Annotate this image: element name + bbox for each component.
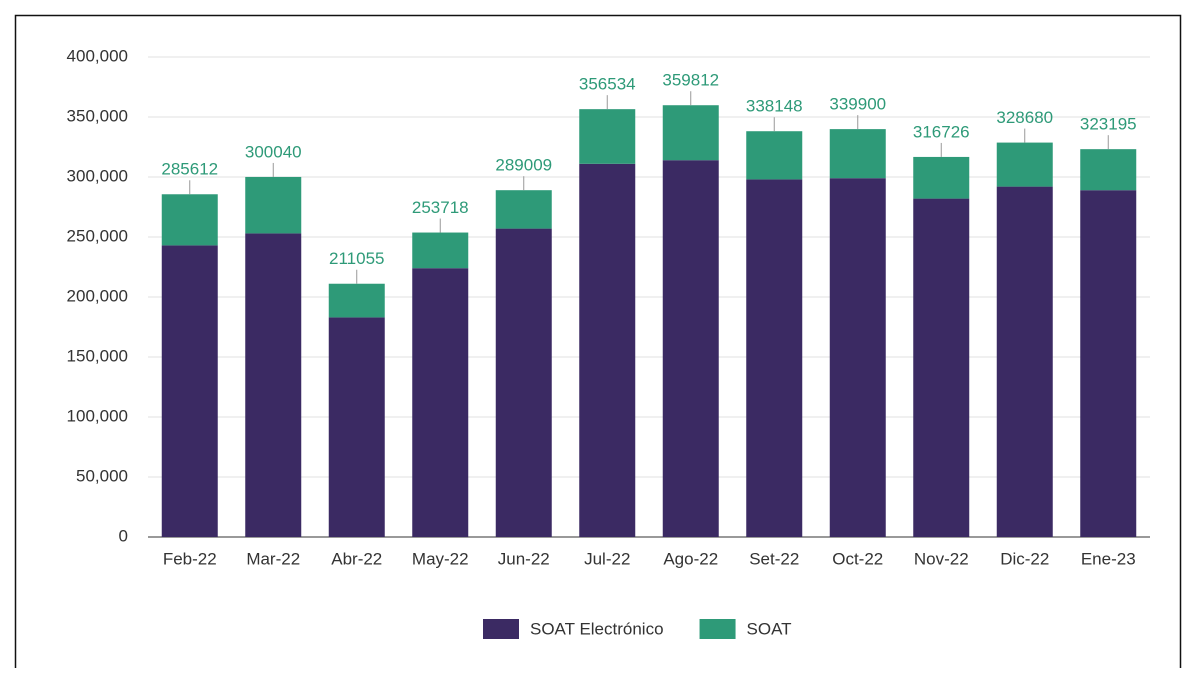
bar-segment bbox=[495, 190, 552, 229]
bar-segment bbox=[412, 232, 469, 269]
y-tick-label: 200,000 bbox=[67, 286, 128, 305]
bar-segment bbox=[245, 233, 302, 537]
y-tick-label: 50,000 bbox=[76, 466, 128, 485]
legend-swatch bbox=[699, 619, 736, 639]
total-label: 253718 bbox=[412, 198, 469, 217]
x-tick-label: Abr-22 bbox=[331, 549, 382, 568]
bar-segment bbox=[161, 194, 218, 246]
x-tick-label: May-22 bbox=[412, 549, 469, 568]
total-label: 316726 bbox=[913, 122, 970, 141]
bar-segment bbox=[829, 129, 886, 179]
bar-segment bbox=[495, 228, 552, 537]
total-label: 359812 bbox=[662, 71, 719, 90]
y-tick-label: 0 bbox=[119, 526, 128, 545]
y-tick-label: 100,000 bbox=[67, 406, 128, 425]
y-tick-label: 250,000 bbox=[67, 226, 128, 245]
bar-segment bbox=[1080, 149, 1137, 191]
bar-segment bbox=[996, 142, 1053, 187]
x-tick-label: Jun-22 bbox=[498, 549, 550, 568]
y-tick-label: 400,000 bbox=[67, 46, 128, 65]
bar-segment bbox=[328, 283, 385, 318]
bar-segment bbox=[913, 198, 970, 537]
x-tick-label: Mar-22 bbox=[246, 549, 300, 568]
legend-label: SOAT bbox=[747, 619, 792, 638]
bar-segment bbox=[746, 131, 803, 180]
bar-segment bbox=[662, 105, 719, 161]
total-label: 356534 bbox=[579, 75, 636, 94]
total-label: 328680 bbox=[996, 108, 1053, 127]
bar-segment bbox=[161, 245, 218, 537]
bar-segment bbox=[913, 156, 970, 199]
bar-segment bbox=[412, 268, 469, 537]
bar-segment bbox=[662, 160, 719, 537]
bar-segment bbox=[1080, 190, 1137, 537]
x-tick-label: Ene-23 bbox=[1081, 549, 1136, 568]
total-label: 323195 bbox=[1080, 115, 1137, 134]
total-label: 300040 bbox=[245, 142, 302, 161]
total-label: 211055 bbox=[329, 249, 384, 268]
x-tick-label: Jul-22 bbox=[584, 549, 630, 568]
bar-segment bbox=[328, 317, 385, 537]
bar-segment bbox=[746, 179, 803, 537]
x-tick-label: Ago-22 bbox=[663, 549, 718, 568]
bar-segment bbox=[245, 176, 302, 234]
x-tick-label: Feb-22 bbox=[163, 549, 217, 568]
bar-segment bbox=[579, 163, 636, 538]
y-tick-label: 350,000 bbox=[67, 106, 128, 125]
x-tick-label: Oct-22 bbox=[832, 549, 883, 568]
total-label: 285612 bbox=[161, 160, 218, 179]
y-tick-label: 150,000 bbox=[67, 346, 128, 365]
x-tick-label: Dic-22 bbox=[1000, 549, 1049, 568]
legend-label: SOAT Electrónico bbox=[530, 619, 664, 638]
y-tick-label: 300,000 bbox=[67, 166, 128, 185]
bar-segment bbox=[996, 186, 1053, 537]
x-tick-label: Nov-22 bbox=[914, 549, 969, 568]
frame bbox=[14, 14, 1182, 673]
bar-segment bbox=[579, 109, 636, 164]
bar-segment bbox=[829, 178, 886, 537]
legend-swatch bbox=[483, 619, 519, 639]
total-label: 338148 bbox=[746, 97, 803, 116]
x-tick-label: Set-22 bbox=[749, 549, 799, 568]
total-label: 289009 bbox=[495, 156, 552, 175]
total-label: 339900 bbox=[829, 95, 886, 114]
